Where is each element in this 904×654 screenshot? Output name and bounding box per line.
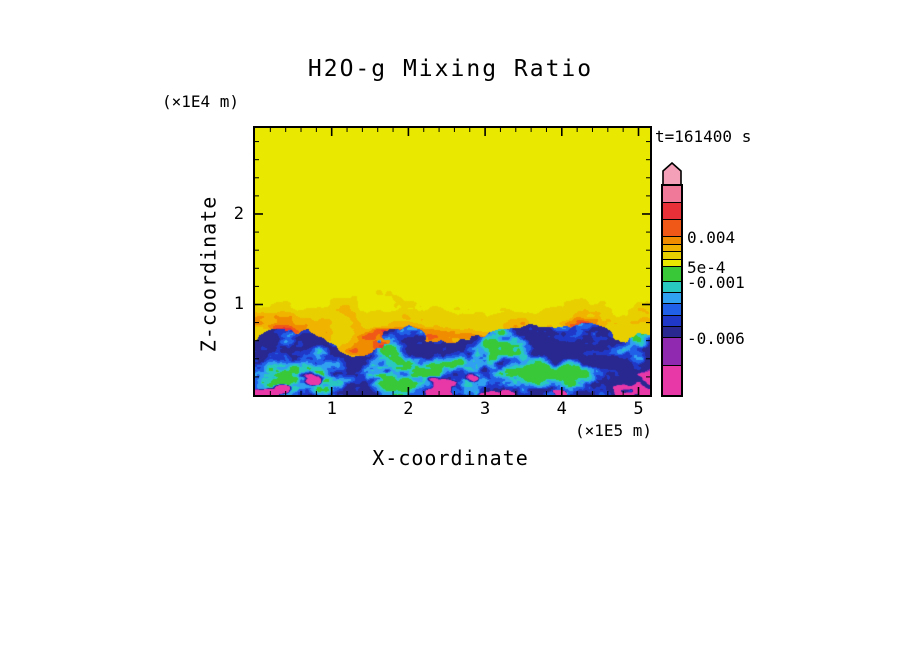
chart-title: H2O-g Mixing Ratio (307, 56, 594, 82)
z-axis-units-label: (×1E4 m) (162, 92, 240, 111)
colorbar-segment (663, 237, 681, 245)
colorbar-segment (663, 304, 681, 316)
x-tick-label: 3 (479, 399, 491, 419)
colorbar-segment (663, 315, 681, 327)
plot-frame (253, 126, 652, 397)
timestamp-label: t=161400 s (655, 127, 752, 146)
x-axis-label: X-coordinate (372, 446, 529, 470)
colorbar-segment (663, 267, 681, 282)
colorbar-tick-label: 0.004 (687, 228, 736, 247)
x-tick-label: 1 (326, 399, 337, 419)
colorbar-arrow-icon (662, 162, 682, 185)
colorbar-tick-label: -0.006 (687, 329, 745, 348)
x-tick-label: 2 (403, 399, 414, 419)
colorbar-tick-label: -0.001 (687, 273, 745, 292)
x-axis-units-label: (×1E5 m) (574, 421, 652, 440)
colorbar-tick-label: 5e-4 (687, 258, 726, 277)
colorbar-segment (663, 282, 681, 294)
z-tick-label: 2 (233, 203, 244, 224)
colorbar-segment (663, 252, 681, 260)
colorbar-segment (663, 366, 681, 395)
x-tick-label: 5 (633, 399, 644, 419)
colorbar-segment (663, 220, 681, 237)
colorbar (661, 184, 683, 397)
x-tick-label: 4 (556, 399, 567, 419)
colorbar-segment (663, 203, 681, 220)
colorbar-segment (663, 244, 681, 252)
colorbar-segment (663, 259, 681, 267)
colorbar-segment (663, 326, 681, 338)
colorbar-segment (663, 186, 681, 203)
z-tick-label: 1 (233, 294, 244, 315)
axis-ticks (255, 128, 650, 395)
colorbar-segment (663, 293, 681, 305)
heatmap-canvas (255, 128, 650, 395)
colorbar-segment (663, 337, 681, 367)
